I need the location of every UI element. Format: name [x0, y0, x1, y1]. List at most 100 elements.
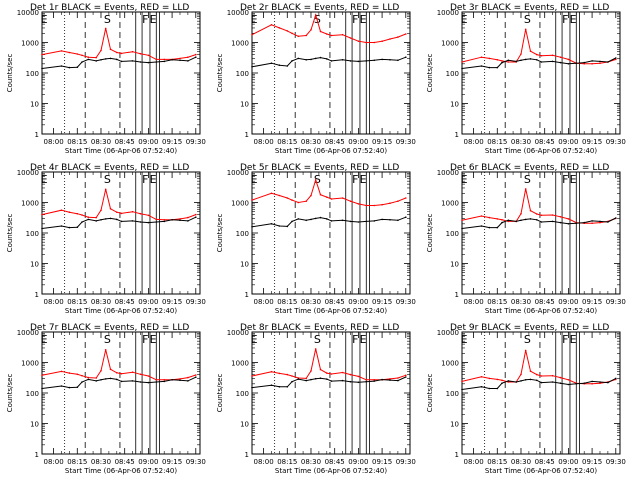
y-axis-label: Counts/sec: [426, 54, 434, 93]
events-point: [349, 220, 352, 223]
events-point: [131, 380, 134, 382]
x-tick-label: 09:15: [162, 298, 182, 306]
events-point: [389, 59, 391, 61]
x-tick-label: 08:00: [253, 138, 273, 146]
events-point: [567, 223, 570, 225]
y-tick-label: 100: [446, 230, 459, 238]
lld-point: [520, 53, 522, 55]
lld-point: [305, 34, 308, 37]
lld-point: [397, 377, 399, 379]
y-tick-label: 100: [446, 70, 459, 78]
events-point: [147, 381, 150, 384]
events-point: [496, 66, 499, 69]
lld-point: [104, 349, 107, 351]
marker-letter-s: S: [314, 333, 321, 346]
events-point: [615, 57, 617, 59]
lld-point: [330, 198, 333, 200]
marker-letter-e: E: [570, 333, 577, 346]
panel-det-3r: Det 3r BLACK = Events, RED = LLD Counts/s…: [426, 3, 626, 155]
lld-point: [540, 214, 543, 217]
events-point: [326, 218, 328, 220]
x-tick-label: 08:15: [487, 138, 507, 146]
y-tick-label: 1000: [231, 360, 249, 368]
lld-point: [120, 52, 123, 55]
lld-point: [461, 219, 463, 222]
x-tick-label: 09:00: [558, 458, 578, 466]
events-series-line: [251, 216, 406, 228]
x-tick-label: 09:00: [348, 138, 368, 146]
x-tick-label: 08:30: [91, 138, 111, 146]
events-point: [100, 219, 102, 221]
y-tick-label: 1: [245, 291, 249, 299]
x-tick-label: 08:30: [301, 298, 321, 306]
events-point: [405, 376, 407, 378]
events-point: [529, 58, 532, 60]
lld-point: [496, 378, 499, 381]
events-point: [583, 61, 585, 64]
lld-point: [163, 379, 165, 381]
x-tick-label: 09:30: [186, 138, 206, 146]
lld-series-line: [251, 178, 406, 206]
events-point: [297, 378, 300, 380]
lld-point: [270, 192, 273, 195]
y-tick-label: 10000: [17, 329, 39, 337]
y-tick-label: 1: [245, 451, 249, 459]
x-tick-label: 09:30: [396, 138, 416, 146]
lld-point: [319, 368, 322, 371]
lld-point: [155, 379, 158, 381]
panel-title: Det 4r BLACK = Events, RED = LLD: [30, 163, 189, 173]
y-tick-label: 1: [35, 451, 39, 459]
events-point: [147, 61, 150, 64]
lld-point: [195, 374, 197, 376]
lld-point: [286, 373, 289, 376]
lld-point: [60, 370, 63, 373]
events-point: [251, 386, 253, 389]
lld-point: [195, 53, 197, 56]
lld-point: [524, 349, 527, 352]
lld-point: [41, 53, 43, 56]
y-tick-label: 10000: [437, 169, 459, 177]
events-point: [365, 380, 368, 383]
lld-point: [116, 372, 118, 374]
y-tick-label: 10000: [437, 329, 459, 337]
lld-point: [357, 40, 360, 42]
lld-point: [507, 381, 510, 383]
x-axis-label: Start Time (06-Apr-06 07:52:40): [275, 467, 387, 475]
y-tick-label: 10: [240, 261, 249, 269]
marker-letter-e: E: [360, 173, 367, 186]
events-point: [278, 225, 281, 227]
events-point: [251, 226, 253, 228]
panel-det-5r: Det 5r BLACK = Events, RED = LLD Counts/s…: [216, 163, 416, 315]
lld-point: [480, 215, 483, 217]
x-axis-label: Start Time (06-Apr-06 07:52:40): [275, 307, 387, 315]
events-point: [607, 61, 609, 63]
events-point: [76, 386, 79, 389]
events-point: [488, 387, 491, 390]
marker-letter-e: E: [41, 173, 48, 186]
lld-point: [389, 38, 391, 40]
events-point: [615, 217, 617, 219]
events-series-line: [251, 376, 407, 389]
events-point: [365, 220, 368, 223]
events-point: [297, 57, 300, 60]
plot-frame: [461, 331, 621, 455]
lld-point: [583, 63, 585, 65]
lld-point: [501, 60, 503, 62]
events-point: [139, 381, 142, 383]
y-tick-label: 10: [30, 101, 39, 109]
events-point: [607, 381, 609, 384]
x-axis-label: Start Time (06-Apr-06 07:52:40): [275, 147, 387, 155]
lld-point: [567, 218, 570, 220]
lld-point: [179, 378, 181, 380]
lld-series-line: [461, 29, 616, 65]
x-tick-label: 08:15: [277, 298, 297, 306]
y-tick-label: 1000: [231, 200, 249, 208]
y-tick-label: 1: [35, 291, 39, 299]
x-axis-label: Start Time (06-Apr-06 07:52:40): [65, 307, 177, 315]
lld-point: [155, 218, 158, 221]
events-point: [95, 60, 97, 62]
lld-point: [314, 348, 317, 350]
lld-point: [87, 216, 90, 218]
y-tick-label: 10000: [227, 9, 249, 17]
lld-series-line: [461, 350, 616, 385]
